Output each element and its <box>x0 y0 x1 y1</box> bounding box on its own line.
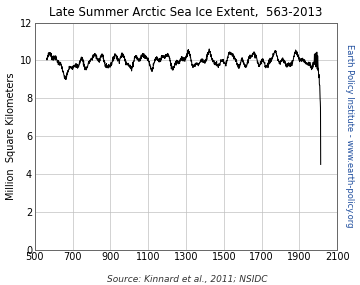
Y-axis label: Million  Square Kilometers: Million Square Kilometers <box>5 72 15 200</box>
Text: Source: Kinnard et al., 2011; NSIDC: Source: Kinnard et al., 2011; NSIDC <box>107 274 267 284</box>
Y-axis label: Earth Policy Institute - www.earth-policy.org: Earth Policy Institute - www.earth-polic… <box>346 44 355 228</box>
Title: Late Summer Arctic Sea Ice Extent,  563-2013: Late Summer Arctic Sea Ice Extent, 563-2… <box>49 5 323 19</box>
